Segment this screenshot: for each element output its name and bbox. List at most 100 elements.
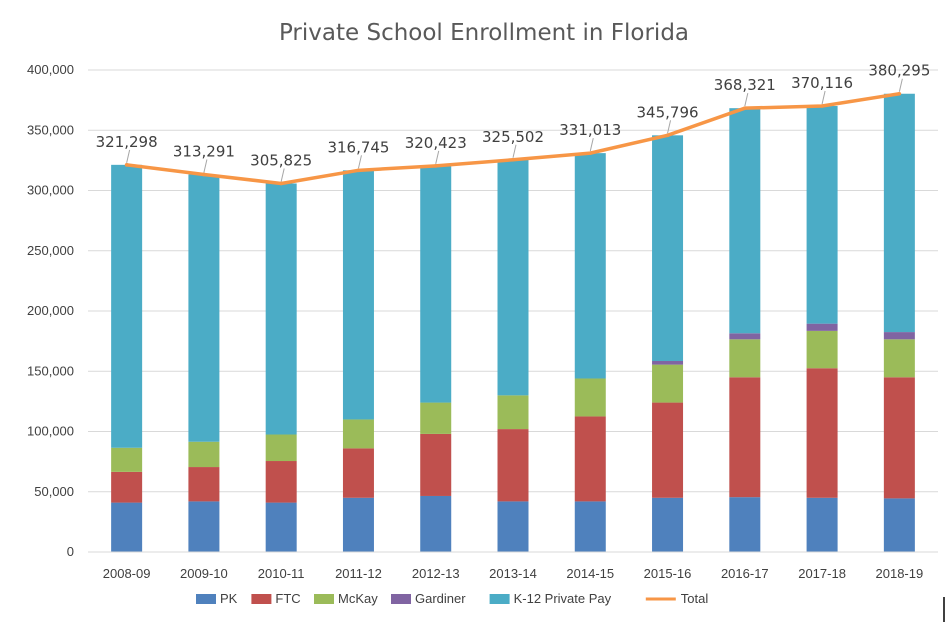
total-data-label: 316,745 bbox=[327, 138, 389, 156]
y-tick-label: 350,000 bbox=[27, 122, 74, 137]
bar-ftc bbox=[883, 377, 915, 499]
legend: PK FTC McKay Gardiner K-12 Private Pay Total bbox=[196, 591, 708, 606]
bar-pk bbox=[729, 497, 761, 552]
bar-mckay bbox=[342, 419, 374, 449]
y-tick-label: 0 bbox=[67, 544, 74, 559]
bar-mckay bbox=[111, 447, 143, 472]
bar-mckay bbox=[652, 364, 684, 403]
bar-k-12-private-pay bbox=[420, 165, 452, 403]
bar-ftc bbox=[497, 429, 529, 502]
leader-line bbox=[126, 149, 131, 163]
leader-line bbox=[667, 120, 672, 134]
legend-swatch-pk bbox=[196, 594, 216, 604]
bar-k-12-private-pay bbox=[111, 164, 143, 448]
legend-swatch-k-12-private-pay bbox=[489, 594, 510, 604]
total-data-label: 325,502 bbox=[482, 128, 544, 146]
bar-ftc bbox=[342, 448, 374, 498]
legend-label-total: Total bbox=[681, 591, 709, 606]
total-data-label: 321,298 bbox=[96, 133, 158, 151]
bar-ftc bbox=[420, 433, 452, 496]
x-tick-label: 2017-18 bbox=[798, 566, 846, 581]
leader-line bbox=[435, 150, 440, 165]
bar-mckay bbox=[574, 378, 606, 417]
total-point bbox=[433, 164, 438, 168]
y-tick-label: 200,000 bbox=[27, 303, 74, 318]
x-tick-label: 2014-15 bbox=[566, 566, 614, 581]
bar-k-12-private-pay bbox=[574, 153, 606, 379]
total-line-layer bbox=[124, 91, 902, 186]
bar-mckay bbox=[497, 395, 529, 430]
legend-swatch-ftc bbox=[251, 594, 272, 604]
total-point bbox=[897, 91, 902, 96]
bar-ftc bbox=[265, 461, 297, 503]
total-point bbox=[511, 157, 515, 162]
bar-gardiner bbox=[729, 333, 761, 340]
y-tick-label: 300,000 bbox=[27, 183, 74, 198]
total-data-label: 313,291 bbox=[173, 142, 235, 160]
x-tick-label: 2012-13 bbox=[412, 566, 460, 581]
bar-k-12-private-pay bbox=[342, 170, 374, 420]
total-data-label: 345,796 bbox=[637, 103, 699, 121]
bar-mckay bbox=[265, 434, 297, 462]
leader-line bbox=[898, 78, 903, 92]
bar-gardiner bbox=[806, 323, 838, 331]
bars bbox=[111, 93, 915, 552]
bar-ftc bbox=[111, 471, 143, 503]
leader-line bbox=[589, 138, 594, 152]
x-tick-label: 2008-09 bbox=[103, 566, 151, 581]
bar-pk bbox=[265, 502, 297, 552]
bar-mckay bbox=[729, 339, 761, 378]
bar-k-12-private-pay bbox=[806, 106, 838, 324]
x-tick-label: 2009-10 bbox=[180, 566, 228, 581]
total-data-label: 320,423 bbox=[405, 134, 467, 152]
bar-pk bbox=[342, 497, 374, 552]
total-point bbox=[820, 104, 824, 108]
bar-ftc bbox=[806, 368, 838, 498]
leader-line bbox=[280, 168, 285, 182]
bar-mckay bbox=[883, 339, 915, 378]
bar-pk bbox=[652, 497, 684, 552]
x-tick-label: 2018-19 bbox=[876, 566, 924, 581]
leader-line bbox=[744, 93, 749, 107]
total-point bbox=[665, 133, 670, 138]
bar-ftc bbox=[729, 377, 761, 498]
bar-k-12-private-pay bbox=[497, 159, 529, 396]
legend-label-pk: PK bbox=[220, 591, 238, 606]
bar-pk bbox=[883, 498, 915, 552]
bar-mckay bbox=[806, 330, 838, 369]
total-point bbox=[356, 168, 361, 173]
legend-swatch-mckay bbox=[314, 594, 334, 604]
bar-pk bbox=[188, 501, 220, 552]
bar-pk bbox=[420, 495, 452, 552]
x-tick-label: 2011-12 bbox=[335, 566, 382, 581]
x-tick-label: 2015-16 bbox=[644, 566, 692, 581]
total-point bbox=[588, 151, 593, 155]
legend-label-ftc: FTC bbox=[275, 591, 300, 606]
bar-k-12-private-pay bbox=[652, 135, 684, 362]
total-data-label: 370,116 bbox=[791, 74, 853, 92]
legend-swatch-gardiner bbox=[391, 594, 411, 604]
bar-k-12-private-pay bbox=[265, 183, 297, 435]
bar-gardiner bbox=[652, 361, 684, 365]
bar-k-12-private-pay bbox=[188, 174, 220, 442]
total-data-label: 331,013 bbox=[559, 121, 621, 139]
y-tick-label: 50,000 bbox=[34, 484, 74, 499]
bar-mckay bbox=[420, 402, 452, 434]
y-tick-label: 400,000 bbox=[27, 62, 74, 77]
total-data-label: 380,295 bbox=[868, 62, 930, 80]
bar-pk bbox=[574, 501, 606, 552]
leader-line bbox=[512, 144, 517, 158]
bar-k-12-private-pay bbox=[883, 93, 915, 333]
x-tick-label: 2013-14 bbox=[489, 566, 537, 581]
leader-line bbox=[821, 90, 826, 105]
leader-line bbox=[203, 159, 208, 173]
y-axis: 0 50,000 100,000 150,000 200,000 250,000 300,0… bbox=[27, 62, 74, 559]
bar-pk bbox=[806, 497, 838, 552]
total-point bbox=[279, 181, 283, 186]
bar-mckay bbox=[188, 441, 220, 468]
leader-line bbox=[357, 155, 362, 169]
bar-ftc bbox=[188, 467, 220, 502]
x-axis: 2008-09 2009-10 2010-11 2011-12 2012-13 2013-… bbox=[88, 551, 938, 581]
total-point bbox=[124, 163, 129, 167]
